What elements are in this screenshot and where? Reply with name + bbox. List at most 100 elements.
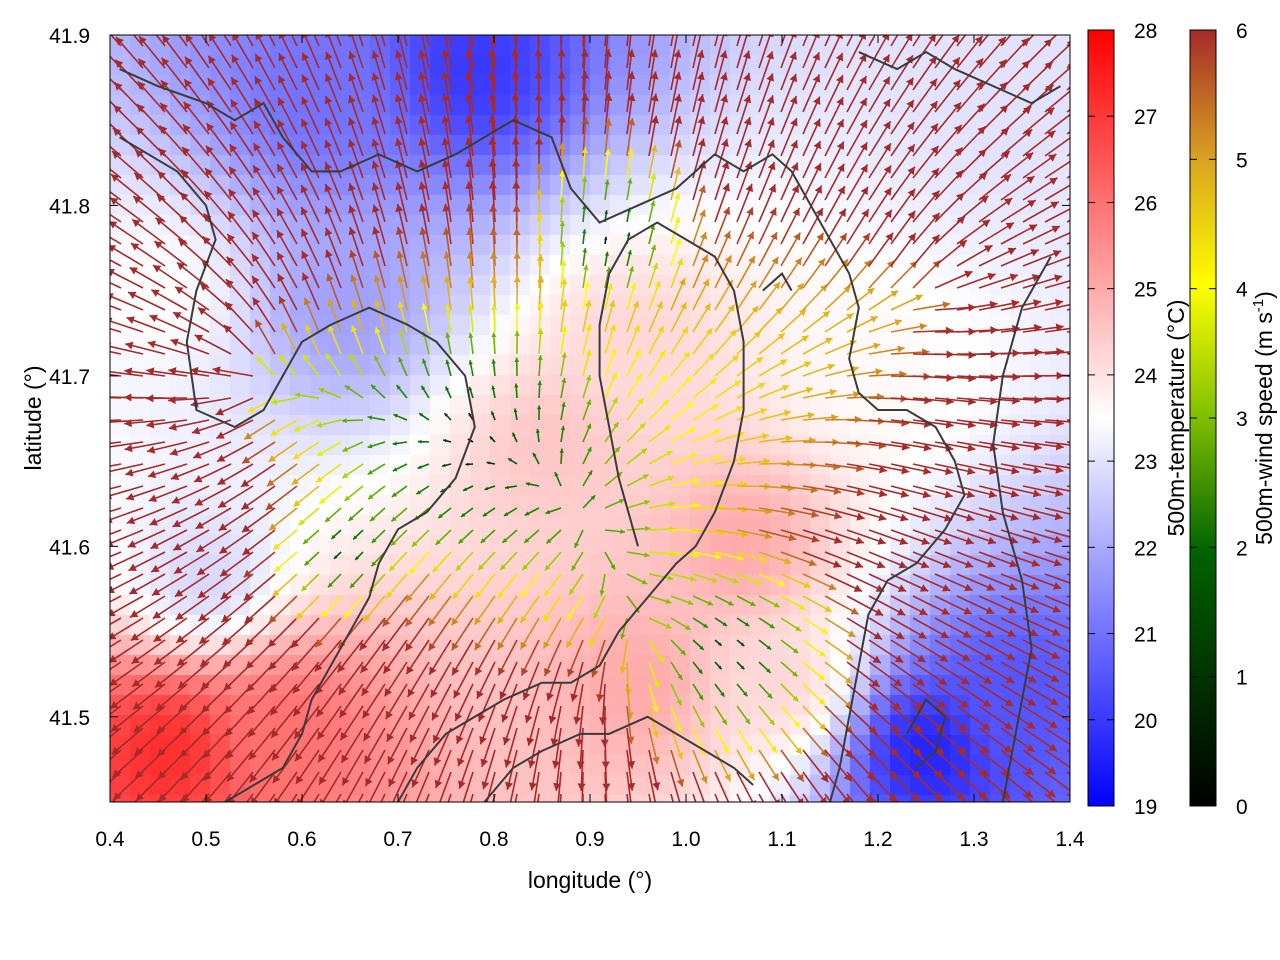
temperature-cell xyxy=(890,755,911,776)
wind-arrow xyxy=(110,529,144,547)
temperature-cell xyxy=(630,455,651,476)
wind-arrow-head xyxy=(499,691,507,700)
wind-arrow xyxy=(324,183,342,223)
temperature-cell xyxy=(490,455,511,476)
temperature-cell xyxy=(630,235,651,256)
temperature-cell xyxy=(490,155,511,176)
temperature-cell xyxy=(750,715,771,736)
wind-arrow xyxy=(558,114,567,157)
wind-arrow xyxy=(159,102,188,135)
temperature-cell xyxy=(390,575,411,596)
wind-arrow-head xyxy=(533,452,537,457)
wind-arrow-head xyxy=(554,827,562,835)
temperature-cell xyxy=(970,775,991,796)
wind-arrow xyxy=(370,384,386,399)
wind-arrow-head xyxy=(301,272,310,282)
temperature-cell xyxy=(110,675,131,696)
temperature-cell xyxy=(930,255,951,276)
temperature-cell xyxy=(830,795,851,802)
temperature-cell xyxy=(110,395,131,416)
wind-arrow xyxy=(501,529,518,544)
wind-arrow-head xyxy=(720,116,729,125)
wind-arrow-head xyxy=(482,512,488,517)
wind-arrow-head xyxy=(408,711,417,720)
wind-arrow-head xyxy=(418,203,427,212)
wind-arrow xyxy=(198,595,232,622)
temperature-cell xyxy=(630,695,651,716)
temperature-cell xyxy=(470,95,491,116)
temperature-cell xyxy=(290,795,311,802)
wind-arrow-head xyxy=(318,387,325,394)
temperature-cell xyxy=(190,675,211,696)
wind-arrow-head xyxy=(785,434,793,442)
wind-arrow xyxy=(111,727,144,756)
wind-arrow xyxy=(581,146,589,179)
temperature-cell xyxy=(830,695,851,716)
wind-arrow-head xyxy=(709,378,717,385)
wind-arrow-head xyxy=(301,585,308,592)
wind-arrow xyxy=(374,327,386,355)
wind-arrow-head xyxy=(557,93,566,101)
temperature-cell xyxy=(230,695,251,716)
wind-arrow-head xyxy=(132,678,141,687)
temperature-cell xyxy=(630,335,651,356)
wind-arrow-head xyxy=(321,610,328,618)
wind-arrow xyxy=(670,49,682,91)
wind-arrow xyxy=(110,507,144,524)
wind-arrow xyxy=(554,471,562,487)
wind-arrow-head xyxy=(344,495,351,501)
wind-arrow-head xyxy=(265,502,274,510)
wind-arrow-head xyxy=(581,116,590,125)
wind-arrow-head xyxy=(475,591,482,599)
wind-arrow-head xyxy=(656,301,663,309)
temperature-cell xyxy=(390,435,411,456)
wind-arrow-shaft xyxy=(714,35,719,47)
temperature-cell xyxy=(230,255,251,276)
wind-arrow-head xyxy=(269,684,278,693)
wind-arrow-head xyxy=(326,273,334,282)
wind-arrow-head xyxy=(746,207,754,216)
wind-arrow xyxy=(394,94,408,135)
temperature-cell xyxy=(270,315,291,336)
temperature-cell xyxy=(390,175,411,196)
wind-arrow xyxy=(250,771,276,802)
wind-arrow xyxy=(626,473,649,487)
temperature-cell xyxy=(290,395,311,416)
temperature-cell xyxy=(370,515,391,536)
wind-arrow-head xyxy=(316,708,325,717)
wind-arrow-head xyxy=(113,105,122,114)
wind-arrow-head xyxy=(298,519,305,526)
temperature-cell xyxy=(510,195,531,216)
temperature-cell xyxy=(790,475,811,496)
wind-arrow xyxy=(437,507,452,519)
wind-arrow-head xyxy=(223,682,232,691)
wind-arrow-head xyxy=(467,276,475,284)
temperature-cell xyxy=(450,135,471,156)
wind-arrow xyxy=(422,358,430,377)
wind-arrow xyxy=(173,551,210,575)
wind-arrow-head xyxy=(690,575,696,582)
wind-arrow-head xyxy=(771,256,779,265)
wind-arrow xyxy=(327,573,342,588)
wind-arrow xyxy=(692,185,706,223)
wind-arrow-shaft xyxy=(110,639,122,648)
wind-arrow-head xyxy=(391,540,397,546)
temperature-cell xyxy=(270,755,291,776)
wind-arrow xyxy=(318,485,342,505)
wind-arrow xyxy=(110,705,144,733)
temperature-cell xyxy=(950,295,971,316)
temperature-cell xyxy=(330,695,351,716)
wind-arrow-head xyxy=(526,737,535,746)
wind-arrow-head xyxy=(418,137,427,146)
wind-arrow xyxy=(300,573,320,592)
wind-arrow-head xyxy=(325,249,333,259)
wind-arrow-shaft xyxy=(626,35,630,47)
wind-arrow xyxy=(131,639,166,665)
wind-arrow-head xyxy=(199,636,208,644)
wind-arrow-head xyxy=(194,498,204,506)
wind-arrow xyxy=(273,551,298,573)
wind-arrow-head xyxy=(274,565,281,572)
wind-arrow-head xyxy=(633,325,640,332)
wind-arrow xyxy=(425,793,430,802)
temperature-cell xyxy=(150,115,171,136)
